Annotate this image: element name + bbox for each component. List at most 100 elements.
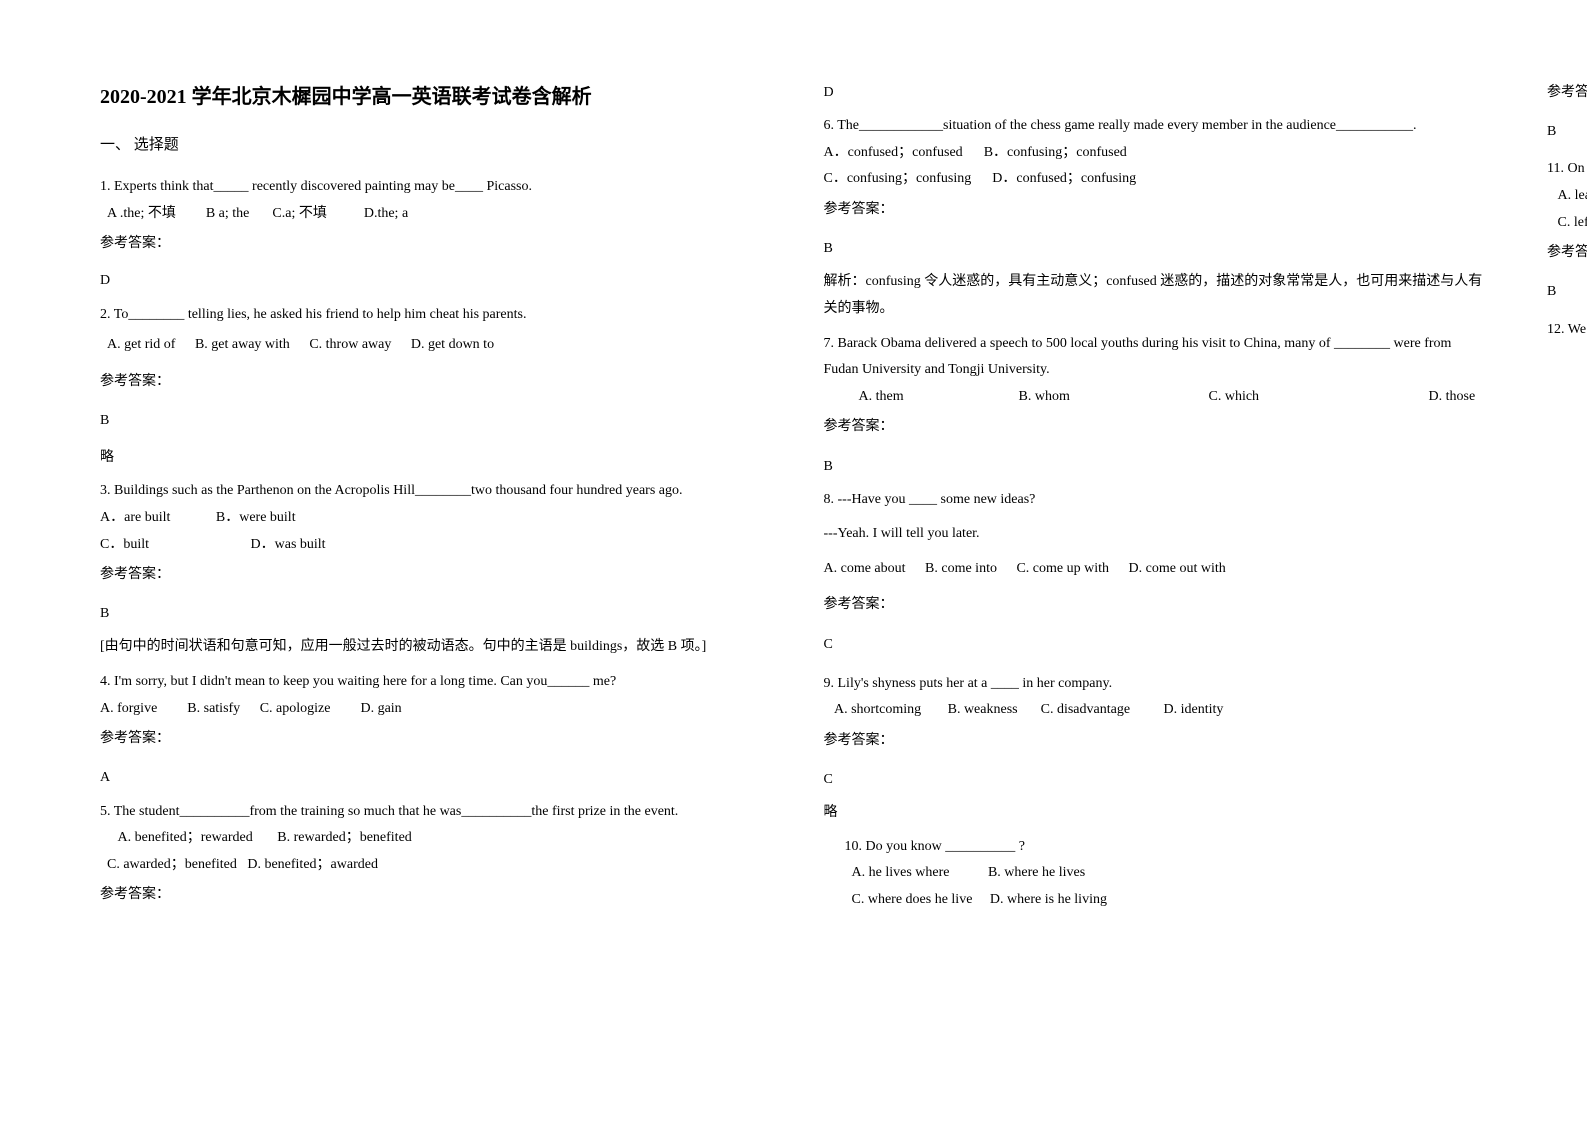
q2-skip: 略 <box>100 445 764 470</box>
q9-answer: C <box>824 767 1488 792</box>
q5-answer-label: 参考答案： <box>100 882 764 907</box>
q6-text: 6. The____________situation of the chess… <box>824 113 1488 140</box>
q1-text: 1. Experts think that_____ recently disc… <box>100 174 764 201</box>
q7-optA: A. them <box>859 384 1019 411</box>
q2-answer-label: 参考答案： <box>100 369 764 394</box>
q3-text: 3. Buildings such as the Parthenon on th… <box>100 478 764 505</box>
q9-text: 9. Lily's shyness puts her at a ____ in … <box>824 671 1488 698</box>
q1-answer-label: 参考答案： <box>100 231 764 256</box>
q5-text: 5. The student__________from the trainin… <box>100 799 764 826</box>
q8-options: A. come about B. come into C. come up wi… <box>824 556 1488 583</box>
q5-optC: C. awarded；benefited <box>107 857 237 872</box>
q8-optB: B. come into <box>925 561 997 576</box>
document-page: 2020-2021 学年北京木樨园中学高一英语联考试卷含解析 一、 选择题 1.… <box>100 80 1487 930</box>
q11-optA: A. leaving; disappearing <box>1558 183 1587 210</box>
q11-text: 11. On hearing the bell, he ______ the b… <box>1547 156 1587 183</box>
q4-answer-label: 参考答案： <box>100 726 764 751</box>
q4-text: 4. I'm sorry, but I didn't mean to keep … <box>100 669 764 696</box>
q3-answer: B <box>100 601 764 626</box>
q2-text: 2. To________ telling lies, he asked his… <box>100 302 764 329</box>
q5-opts-cd: C. awarded；benefited D. benefited；awarde… <box>100 852 764 879</box>
q6-explanation: 解析：confusing 令人迷惑的，具有主动意义；confused 迷惑的，描… <box>824 269 1488 322</box>
q3-optC: C．built <box>100 537 149 552</box>
q6-optB: B．confusing；confused <box>984 145 1127 160</box>
q1-optD: D.the; a <box>364 206 408 221</box>
q7-optD: D. those <box>1429 384 1476 411</box>
q5-optD: D. benefited；awarded <box>247 857 378 872</box>
q9-skip: 略 <box>824 800 1488 825</box>
q6-opts-cd: C．confusing；confusing D．confused；confusi… <box>824 166 1488 193</box>
q9-optD: D. identity <box>1164 702 1224 717</box>
q7-answer-label: 参考答案： <box>824 414 1488 439</box>
q11-optC: C. left; disappearing <box>1558 210 1587 237</box>
q8-answer: C <box>824 632 1488 657</box>
q6-opts-ab: A．confused；confused B．confusing；confused <box>824 140 1488 167</box>
q11-answer-label: 参考答案： <box>1547 240 1587 265</box>
q7-optB: B. whom <box>1019 384 1209 411</box>
q10-optB: B. where he lives <box>988 865 1085 880</box>
q10-optD: D. where is he living <box>990 892 1107 907</box>
q5-opts-ab: A. benefited；rewarded B. rewarded；benefi… <box>100 825 764 852</box>
document-title: 2020-2021 学年北京木樨园中学高一英语联考试卷含解析 <box>100 80 764 109</box>
section-header: 一、 选择题 <box>100 133 764 154</box>
q9-options: A. shortcoming B. weakness C. disadvanta… <box>824 697 1488 724</box>
q1-answer: D <box>100 268 764 293</box>
q4-optD: D. gain <box>360 701 401 716</box>
q8-optC: C. come up with <box>1016 561 1109 576</box>
q8-optA: A. come about <box>824 561 906 576</box>
q5-optA: A. benefited；rewarded <box>118 830 253 845</box>
q6-optA: A．confused；confused <box>824 145 963 160</box>
q10-answer-label: 参考答案： <box>1547 80 1587 105</box>
q10-text: 10. Do you know __________ ? <box>824 834 1488 861</box>
q6-answer-label: 参考答案： <box>824 197 1488 222</box>
q3-optB: B．were built <box>216 510 296 525</box>
q9-optA: A. shortcoming <box>834 702 921 717</box>
q8-optD: D. come out with <box>1129 561 1226 576</box>
q1-optA: A .the; 不填 <box>107 206 176 221</box>
q6-optD: D．confused；confusing <box>992 171 1136 186</box>
q10-opts-cd: C. where does he live D. where is he liv… <box>824 887 1488 914</box>
q8-text1: 8. ---Have you ____ some new ideas? <box>824 487 1488 514</box>
q4-optC: C. apologize <box>260 701 331 716</box>
q5-optB: B. rewarded；benefited <box>277 830 412 845</box>
q2-optD: D. get down to <box>411 337 494 352</box>
q9-answer-label: 参考答案： <box>824 728 1488 753</box>
q4-options: A. forgive B. satisfy C. apologize D. ga… <box>100 696 764 723</box>
q7-optC: C. which <box>1209 384 1429 411</box>
q5-answer: D <box>824 80 1488 105</box>
q3-explanation: [由句中的时间状语和句意可知，应用一般过去时的被动语态。句中的主语是 build… <box>100 634 764 661</box>
q7-text: 7. Barack Obama delivered a speech to 50… <box>824 331 1488 384</box>
q10-optA: A. he lives where <box>852 865 950 880</box>
q11-opts-cd: C. left; disappearing D. leaving; disapp… <box>1547 210 1587 237</box>
q4-answer: A <box>100 765 764 790</box>
q9-optC: C. disadvantage <box>1041 702 1130 717</box>
q3-answer-label: 参考答案： <box>100 562 764 587</box>
q2-optC: C. throw away <box>309 337 391 352</box>
q3-opts-cd: C．built D．was built <box>100 532 764 559</box>
q2-answer: B <box>100 408 764 433</box>
q10-opts-ab: A. he lives where B. where he lives <box>824 860 1488 887</box>
q3-optD: D．was built <box>251 537 326 552</box>
q1-optC: C.a; 不填 <box>272 206 326 221</box>
q11-answer: B <box>1547 279 1587 304</box>
q4-optA: A. forgive <box>100 701 157 716</box>
q3-opts-ab: A．are built B．were built <box>100 505 764 532</box>
q3-optA: A．are built <box>100 510 170 525</box>
q8-answer-label: 参考答案： <box>824 592 1488 617</box>
q10-optC: C. where does he live <box>852 892 973 907</box>
q7-answer: B <box>824 454 1488 479</box>
q7-options: A. them B. whom C. which D. those <box>824 384 1488 411</box>
q4-optB: B. satisfy <box>187 701 240 716</box>
q10-answer: B <box>1547 119 1587 144</box>
q2-optB: B. get away with <box>195 337 290 352</box>
q1-optB: B a; the <box>206 206 250 221</box>
q11-opts-ab: A. leaving; disappearing B. left; disapp… <box>1547 183 1587 210</box>
q9-optB: B. weakness <box>948 702 1018 717</box>
q1-options: A .the; 不填 B a; the C.a; 不填 D.the; a <box>100 201 764 228</box>
q2-options: A. get rid of B. get away with C. throw … <box>100 332 764 359</box>
q8-text2: ---Yeah. I will tell you later. <box>824 521 1488 548</box>
q2-optA: A. get rid of <box>107 337 175 352</box>
q6-optC: C．confusing；confusing <box>824 171 972 186</box>
q12-text: 12. We are badly in need of waiters ____… <box>1547 317 1587 344</box>
q6-answer: B <box>824 236 1488 261</box>
